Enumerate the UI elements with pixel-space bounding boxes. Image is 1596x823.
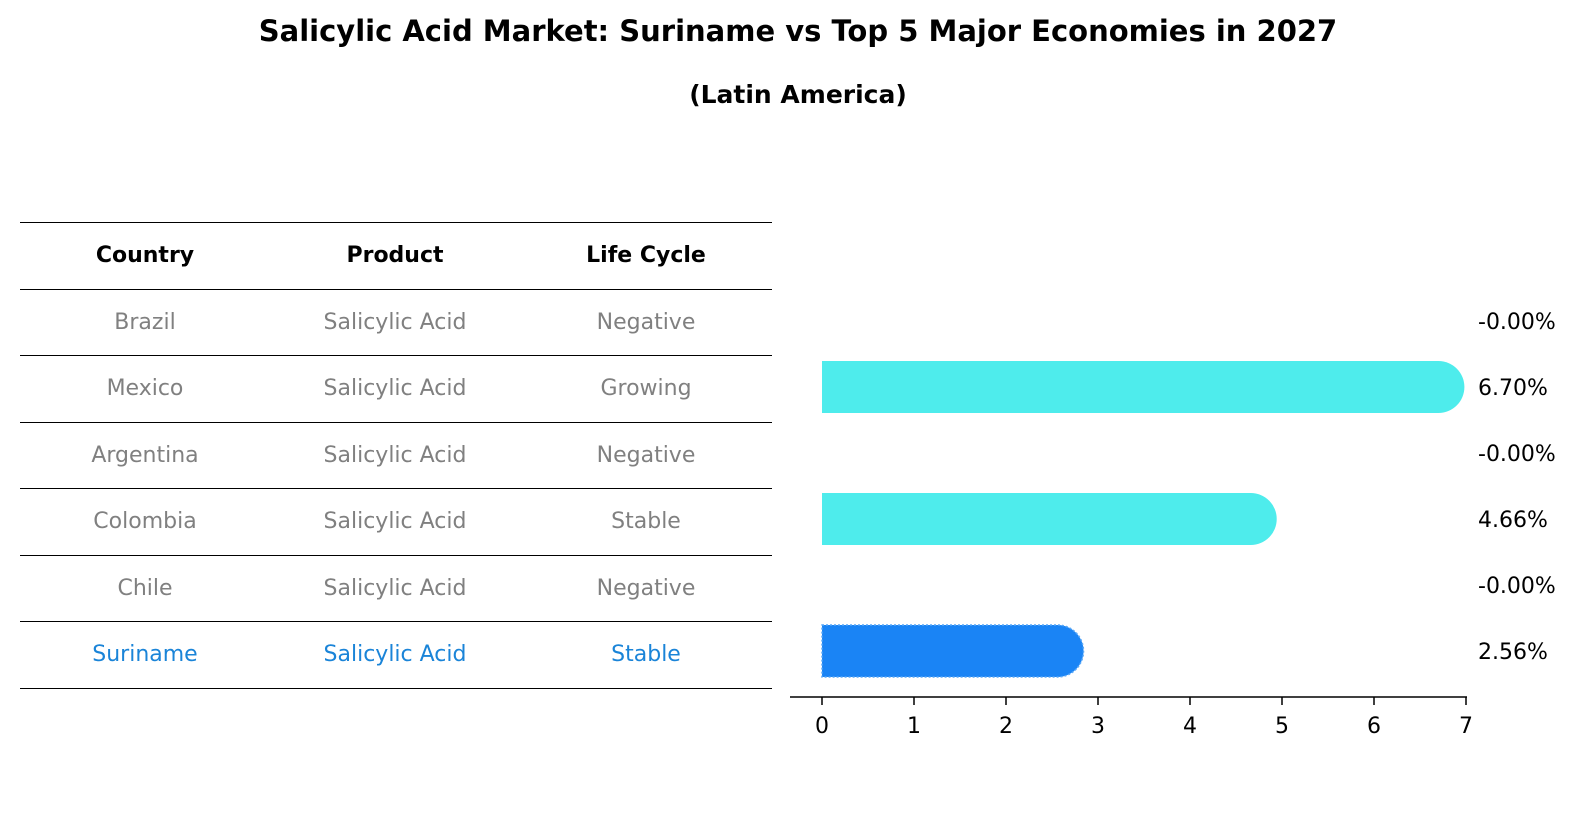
cell-product: Salicylic Acid bbox=[323, 442, 467, 468]
table-row: Colombia Salicylic Acid Stable bbox=[20, 488, 772, 555]
x-tick-label: 5 bbox=[1275, 714, 1289, 739]
cell-product: Salicylic Acid bbox=[323, 309, 467, 335]
table-row: Mexico Salicylic Acid Growing bbox=[20, 355, 772, 422]
cell-country: Suriname bbox=[92, 642, 198, 668]
bar-value-label: 2.56% bbox=[1478, 640, 1548, 665]
chart-title: Salicylic Acid Market: Suriname vs Top 5… bbox=[258, 14, 1338, 48]
bar-value-label: 6.70% bbox=[1478, 376, 1548, 401]
header-country: Country bbox=[95, 243, 195, 269]
x-tick-label: 1 bbox=[907, 714, 921, 739]
bar-value-label: -0.00% bbox=[1478, 574, 1556, 599]
cell-product: Salicylic Acid bbox=[323, 376, 467, 402]
cell-country: Colombia bbox=[93, 509, 197, 535]
chart-subtitle: (Latin America) bbox=[689, 80, 907, 109]
table-row-highlighted: Suriname Salicylic Acid Stable bbox=[20, 621, 772, 689]
cell-life-cycle: Stable bbox=[611, 642, 681, 668]
cell-life-cycle: Negative bbox=[596, 442, 696, 468]
table-row: Chile Salicylic Acid Negative bbox=[20, 554, 772, 622]
cell-country: Brazil bbox=[114, 309, 176, 335]
bar bbox=[822, 493, 1277, 545]
cell-country: Mexico bbox=[106, 376, 184, 402]
table-row: Argentina Salicylic Acid Negative bbox=[20, 421, 772, 489]
cell-life-cycle: Stable bbox=[611, 509, 681, 535]
bar-value-label: -0.00% bbox=[1478, 442, 1556, 467]
cell-life-cycle: Growing bbox=[600, 376, 692, 402]
bar-value-label: -0.00% bbox=[1478, 310, 1556, 335]
cell-product: Salicylic Acid bbox=[323, 642, 467, 668]
x-tick-label: 3 bbox=[1091, 714, 1105, 739]
table-row: Brazil Salicylic Acid Negative bbox=[20, 288, 772, 356]
cell-life-cycle: Negative bbox=[596, 309, 696, 335]
cell-product: Salicylic Acid bbox=[323, 509, 467, 535]
header-product: Product bbox=[346, 243, 444, 269]
x-tick-label: 2 bbox=[999, 714, 1013, 739]
header-life-cycle: Life Cycle bbox=[586, 243, 706, 269]
market-table: Country Product Life Cycle Brazil Salicy… bbox=[20, 222, 772, 689]
bar-value-label: 4.66% bbox=[1478, 508, 1548, 533]
bar-highlighted bbox=[821, 624, 1085, 678]
cell-product: Salicylic Acid bbox=[323, 575, 467, 601]
x-tick-label: 4 bbox=[1183, 714, 1197, 739]
cell-life-cycle: Negative bbox=[596, 575, 696, 601]
x-tick-label: 6 bbox=[1367, 714, 1381, 739]
cell-country: Argentina bbox=[91, 442, 199, 468]
x-tick-label: 0 bbox=[815, 714, 829, 739]
cell-country: Chile bbox=[117, 575, 173, 601]
table-header-row: Country Product Life Cycle bbox=[20, 222, 772, 289]
bar bbox=[822, 361, 1465, 413]
x-tick-label: 7 bbox=[1459, 714, 1473, 739]
